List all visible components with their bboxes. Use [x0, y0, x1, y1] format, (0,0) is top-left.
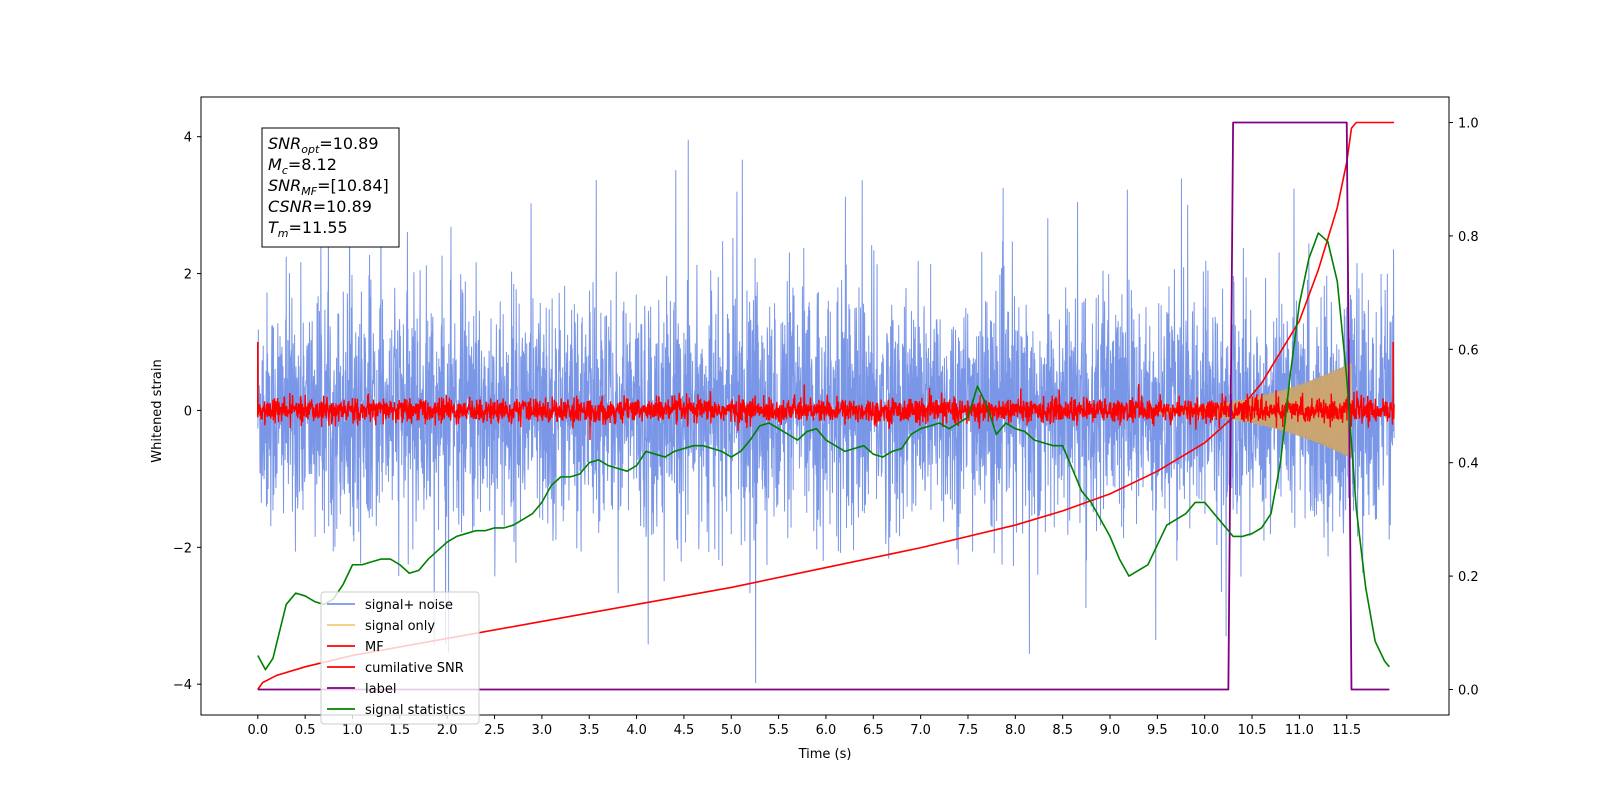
annotation-subscript: opt [301, 143, 320, 156]
x-tick-label: 2.5 [484, 723, 505, 738]
x-tick-label: 8.5 [1052, 723, 1073, 738]
y2-tick-label: 0.2 [1458, 570, 1479, 585]
x-tick-label: 0.0 [247, 723, 268, 738]
annotation-line: SNRMF=[10.84] [268, 176, 389, 198]
annotation-line: CSNR=10.89 [268, 197, 372, 216]
annotation-symbol: M [268, 155, 282, 174]
x-tick-label: 0.5 [295, 723, 316, 738]
annotation-value: =8.12 [288, 155, 337, 174]
x-axis-label: Time (s) [798, 747, 852, 762]
x-tick-label: 9.0 [1100, 723, 1121, 738]
annotation-subscript: MF [301, 185, 317, 198]
x-tick-label: 6.5 [863, 723, 884, 738]
annotation-value: =10.89 [313, 197, 372, 216]
x-tick-label: 4.5 [674, 723, 695, 738]
signal-statistics-line [257, 232, 1390, 671]
x-tick-label: 4.0 [626, 723, 647, 738]
x-tick-label: 3.0 [532, 723, 553, 738]
annotation-line: Mc=8.12 [268, 155, 337, 177]
x-tick-label: 8.0 [1005, 723, 1026, 738]
y2-tick-label: 0.0 [1458, 683, 1479, 698]
mf-line [257, 383, 1395, 441]
x-tick-label: 5.0 [721, 723, 742, 738]
y2-tick-label: 1.0 [1458, 117, 1479, 132]
annotation-value: =10.89 [319, 134, 378, 153]
y2-tick-label: 0.8 [1458, 230, 1479, 245]
y-tick-label: −4 [173, 678, 192, 693]
y-tick-label: 2 [184, 268, 192, 283]
legend-entry: label [365, 682, 396, 697]
x-tick-label: 7.0 [910, 723, 931, 738]
plot-frame [200, 96, 1450, 716]
legend-frame [320, 591, 480, 725]
x-tick-label: 7.5 [958, 723, 979, 738]
x-tick-label: 11.5 [1332, 723, 1361, 738]
x-tick-label: 9.5 [1147, 723, 1168, 738]
y-tick-label: −2 [173, 541, 192, 556]
annotation-value: =11.55 [289, 218, 348, 237]
axes: 0.0 0.5 1.0 1.5 2.0 2.5 3.0 3.5 4.0 4.5 5.0 5.5 6.0 6… [173, 96, 1479, 738]
x-tick-label: 5.5 [768, 723, 789, 738]
x-tick-label: 11.0 [1285, 723, 1314, 738]
x-tick-label: 3.5 [579, 723, 600, 738]
x-tick-label: 6.0 [816, 723, 837, 738]
y2-tick-label: 0.4 [1458, 457, 1479, 472]
annotation-frame [261, 127, 400, 248]
annotation-subscript: c [282, 164, 288, 177]
annotation-subscript: m [278, 227, 289, 240]
y-axis-label: Whitened strain [150, 359, 165, 462]
y-tick-label: 0 [184, 404, 192, 419]
x-tick-label: 1.5 [390, 723, 411, 738]
legend-entry: signal statistics [365, 703, 466, 718]
y2-tick-label: 0.6 [1458, 343, 1479, 358]
legend-entry: signal+ noise [365, 598, 453, 613]
legend-entry: cumilative SNR [365, 661, 464, 676]
annotation-symbol: CSNR [268, 197, 313, 216]
x-tick-label: 1.0 [342, 723, 363, 738]
legend: signal+ noise signal only MF cumilative SNR… [320, 591, 480, 725]
x-tick-label: 2.0 [437, 723, 458, 738]
legend-entry: MF [365, 640, 384, 655]
annotation-symbol: SNR [268, 176, 301, 195]
y-tick-label: 4 [184, 131, 192, 146]
x-tick-label: 10.0 [1190, 723, 1219, 738]
annotation-value: =[10.84] [317, 176, 389, 195]
legend-entry: signal only [365, 619, 435, 634]
annotation-symbol: SNR [268, 134, 301, 153]
annotation-line: Tm=11.55 [268, 218, 348, 240]
annotation-box: SNRopt=10.89Mc=8.12SNRMF=[10.84]CSNR=10.… [261, 127, 400, 248]
x-tick-label: 10.5 [1238, 723, 1267, 738]
annotation-symbol: T [268, 218, 279, 237]
annotation-line: SNRopt=10.89 [268, 134, 379, 156]
label-line [257, 121, 1390, 691]
